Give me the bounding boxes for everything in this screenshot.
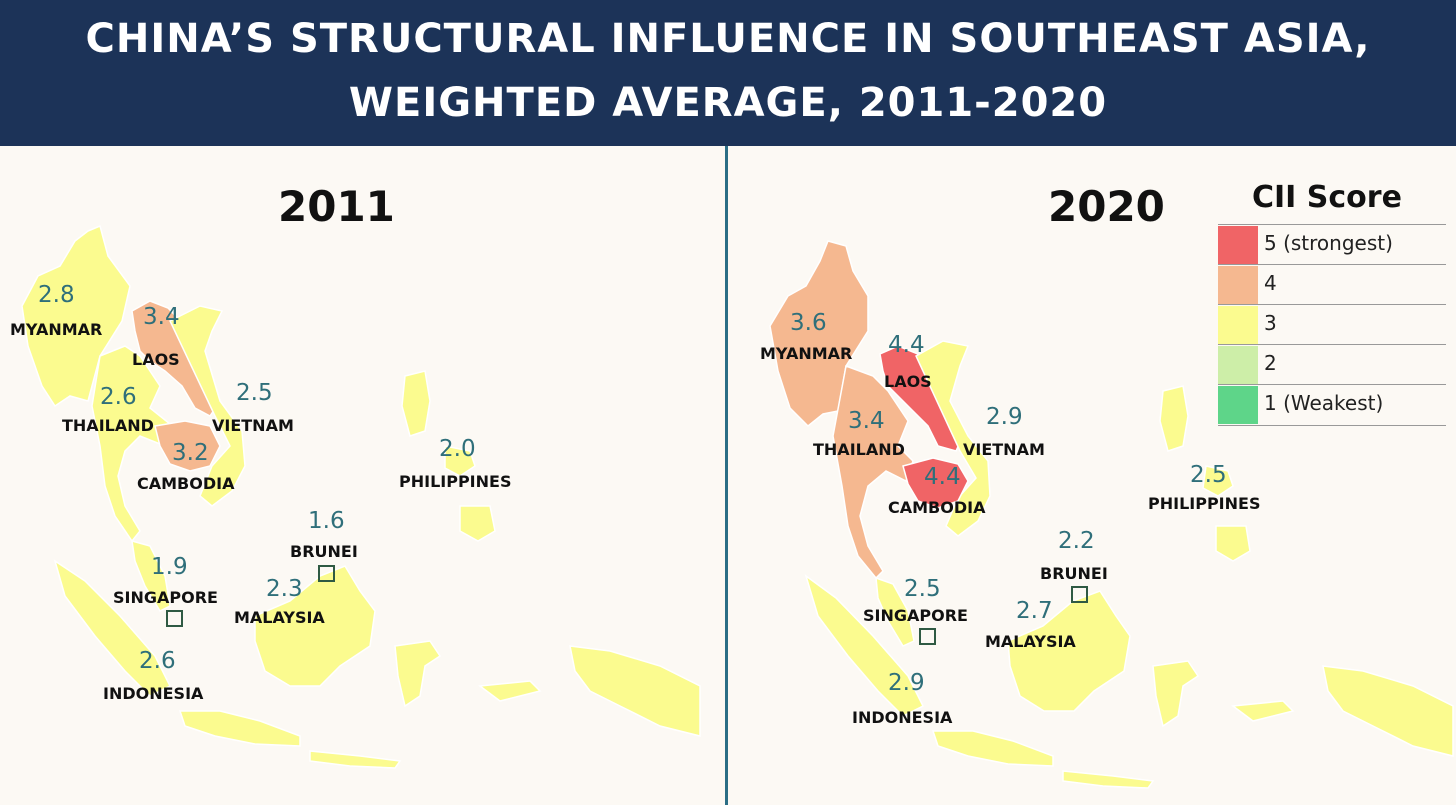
score-laos: 4.4 [888,332,925,358]
label-philippines: PHILIPPINES [1148,494,1261,513]
region-malaysia-peninsula [131,539,171,612]
label-vietnam: VIETNAM [212,416,294,435]
region-borneo [254,565,376,687]
legend-label: 5 (strongest) [1264,231,1393,255]
legend-swatch [1218,346,1258,384]
score-myanmar: 2.8 [38,282,75,308]
region-java [931,730,1054,767]
score-thailand: 2.6 [100,384,137,410]
region-islands [1062,700,1295,789]
legend-title: CII Score [1252,180,1402,215]
label-thailand: THAILAND [62,416,154,435]
label-vietnam: VIETNAM [963,440,1045,459]
title-line-1: CHINA’S STRUCTURAL INFLUENCE IN SOUTHEAS… [85,16,1371,62]
legend-item-2: 2 [1218,344,1446,385]
title-banner: CHINA’S STRUCTURAL INFLUENCE IN SOUTHEAS… [0,0,1456,146]
label-singapore: SINGAPORE [863,606,968,625]
score-brunei: 2.2 [1058,528,1095,554]
label-cambodia: CAMBODIA [888,498,986,517]
region-vietnam [915,340,991,537]
score-philippines: 2.5 [1190,462,1227,488]
label-brunei: BRUNEI [290,542,358,561]
score-cambodia: 4.4 [924,464,961,490]
score-indonesia: 2.6 [139,648,176,674]
legend-label: 4 [1264,271,1277,295]
region-papua [569,645,701,737]
region-cambodia [902,457,969,509]
score-brunei: 1.6 [308,508,345,534]
panel-divider [725,146,728,805]
legend-label: 3 [1264,311,1277,335]
region-sumatra [804,574,925,717]
legend-item-1: 1 (Weakest) [1218,384,1446,426]
label-laos: LAOS [132,350,180,369]
score-laos: 3.4 [143,304,180,330]
legend-swatch [1218,306,1258,344]
brunei-marker [318,565,335,582]
region-vietnam [169,305,246,507]
singapore-marker [919,628,936,645]
legend-swatch [1218,226,1258,264]
label-myanmar: MYANMAR [760,344,853,363]
label-singapore: SINGAPORE [113,588,218,607]
label-myanmar: MYANMAR [10,320,103,339]
score-vietnam: 2.9 [986,404,1023,430]
year-label-2020: 2020 [1048,182,1165,231]
singapore-marker [166,610,183,627]
legend-swatch [1218,386,1258,424]
label-malaysia: MALAYSIA [985,632,1076,651]
label-philippines: PHILIPPINES [399,472,512,491]
legend-label: 1 (Weakest) [1264,391,1384,415]
region-sulawesi [1152,660,1200,728]
map-2011 [21,224,701,769]
score-malaysia: 2.7 [1016,598,1053,624]
map-panel-2011: 2011 2.8 MYANMAR 3.4 LAOS 2.6 THAILAND 2… [0,146,725,805]
label-laos: LAOS [884,372,932,391]
region-sulawesi [394,640,442,708]
year-label-2011: 2011 [278,182,395,231]
region-thailand [91,345,171,543]
region-cambodia [154,420,221,472]
score-myanmar: 3.6 [790,310,827,336]
region-malaysia-peninsula [875,576,915,647]
label-cambodia: CAMBODIA [137,474,235,493]
label-indonesia: INDONESIA [103,684,204,703]
map-panel-2020: 2020 3.6 MYANMAR 4.4 LAOS 3.4 THAILAND 2… [728,146,1456,805]
legend-item-3: 3 [1218,304,1446,345]
legend-label: 2 [1264,351,1277,375]
label-indonesia: INDONESIA [852,708,953,727]
region-laos [131,300,221,417]
label-malaysia: MALAYSIA [234,608,325,627]
legend-swatch [1218,266,1258,304]
score-philippines: 2.0 [439,436,476,462]
score-vietnam: 2.5 [236,380,273,406]
region-myanmar [21,224,131,408]
region-islands [309,680,542,769]
brunei-marker [1071,586,1088,603]
map-2020 [769,240,1454,789]
region-java [178,710,301,747]
region-thailand [832,364,914,580]
region-sumatra [53,559,172,697]
label-thailand: THAILAND [813,440,905,459]
region-philippines [401,370,496,542]
legend-item-5: 5 (strongest) [1218,224,1446,265]
region-papua [1322,665,1454,757]
score-malaysia: 2.3 [266,576,303,602]
score-indonesia: 2.9 [888,670,925,696]
score-cambodia: 3.2 [172,440,209,466]
score-singapore: 2.5 [904,576,941,602]
title-line-2: WEIGHTED AVERAGE, 2011-2020 [348,80,1108,126]
score-singapore: 1.9 [151,554,188,580]
score-thailand: 3.4 [848,408,885,434]
label-brunei: BRUNEI [1040,564,1108,583]
legend-item-4: 4 [1218,264,1446,305]
region-philippines [1159,385,1251,562]
